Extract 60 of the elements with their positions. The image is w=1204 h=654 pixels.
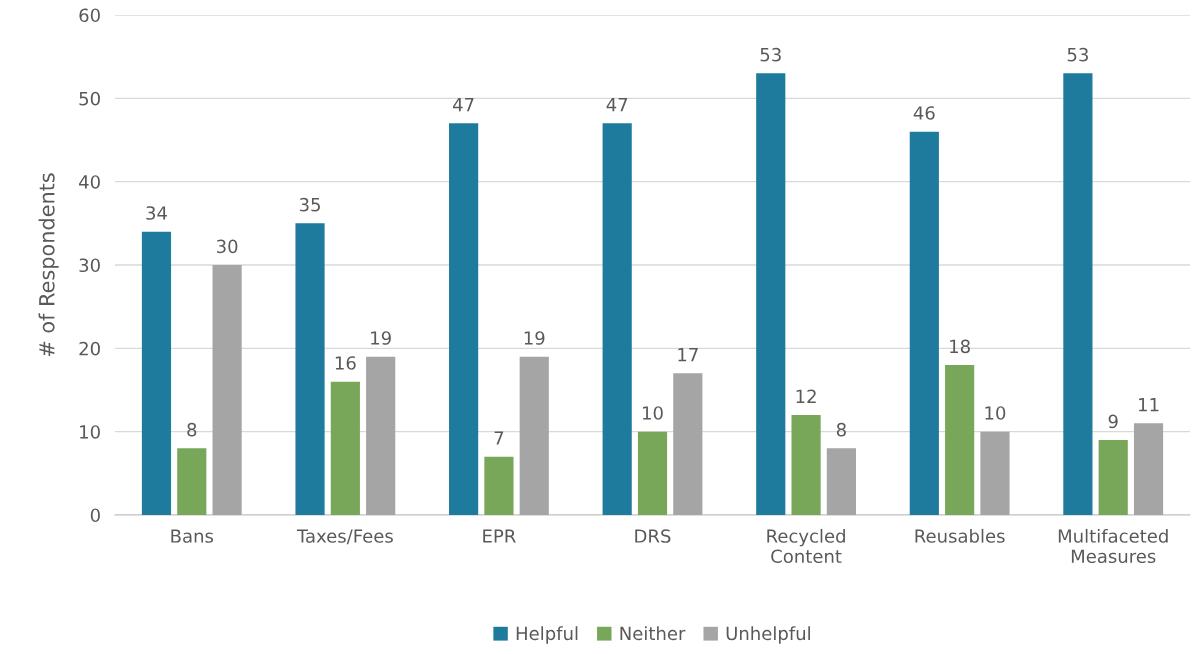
data-label: 47 xyxy=(453,98,474,112)
bar xyxy=(1133,423,1164,515)
bar xyxy=(1098,440,1128,515)
y-tick-label: 60 xyxy=(79,8,100,23)
data-label: 34 xyxy=(146,206,167,220)
bar xyxy=(519,356,549,515)
x-tick-label: Multifaceted Measures xyxy=(1058,528,1168,564)
x-tick-label: EPR xyxy=(483,529,516,543)
data-label: 10 xyxy=(643,406,663,420)
x-tick-label: Taxes/Fees xyxy=(296,529,393,545)
data-label: 11 xyxy=(1139,398,1159,412)
bar xyxy=(637,431,668,515)
y-tick-label: 20 xyxy=(79,341,100,356)
bar xyxy=(945,365,975,515)
legend-label: Helpful xyxy=(516,626,578,644)
y-tick-label: 0 xyxy=(90,508,100,523)
y-tick-label: 40 xyxy=(79,175,100,189)
data-label: 19 xyxy=(524,331,545,345)
bar xyxy=(295,223,325,515)
data-label: 10 xyxy=(985,406,1006,420)
bar xyxy=(602,123,632,515)
data-label: 8 xyxy=(187,422,197,437)
data-label: 53 xyxy=(1067,47,1088,62)
data-label: 47 xyxy=(606,98,628,112)
data-label: 8 xyxy=(836,422,846,437)
y-axis-title: # of Respondents xyxy=(38,173,59,357)
bar xyxy=(826,448,856,515)
legend-label: Neither xyxy=(620,626,686,641)
data-label: 19 xyxy=(371,331,391,345)
bar xyxy=(673,373,703,515)
bar xyxy=(1063,73,1093,515)
x-tick-label: Recycled Content xyxy=(767,528,845,564)
data-label: 17 xyxy=(678,348,698,362)
bar xyxy=(177,448,207,515)
x-tick-label: Reusables xyxy=(915,528,1005,543)
y-tick-label: 50 xyxy=(79,91,100,106)
bar xyxy=(141,231,172,515)
x-tick-label: DRS xyxy=(635,529,671,543)
bar xyxy=(212,265,242,515)
data-label: 30 xyxy=(217,239,238,254)
bar xyxy=(484,456,514,515)
bar xyxy=(756,73,786,515)
bar xyxy=(330,381,360,515)
y-tick-label: 30 xyxy=(79,258,100,273)
data-label: 7 xyxy=(494,431,504,445)
x-tick-label: Bans xyxy=(171,529,214,543)
y-tick-label: 10 xyxy=(80,425,100,439)
data-label: 16 xyxy=(335,356,356,370)
bar xyxy=(909,131,939,515)
legend-label: Unhelpful xyxy=(726,626,810,644)
data-label: 35 xyxy=(299,197,320,212)
bar xyxy=(791,415,821,515)
data-label: 53 xyxy=(760,47,781,62)
data-label: 9 xyxy=(1108,414,1118,429)
data-label: 18 xyxy=(950,339,970,354)
bar xyxy=(980,431,1010,515)
data-label: 12 xyxy=(796,389,816,403)
bar xyxy=(449,123,479,515)
bar xyxy=(366,356,396,515)
data-label: 46 xyxy=(913,106,935,120)
